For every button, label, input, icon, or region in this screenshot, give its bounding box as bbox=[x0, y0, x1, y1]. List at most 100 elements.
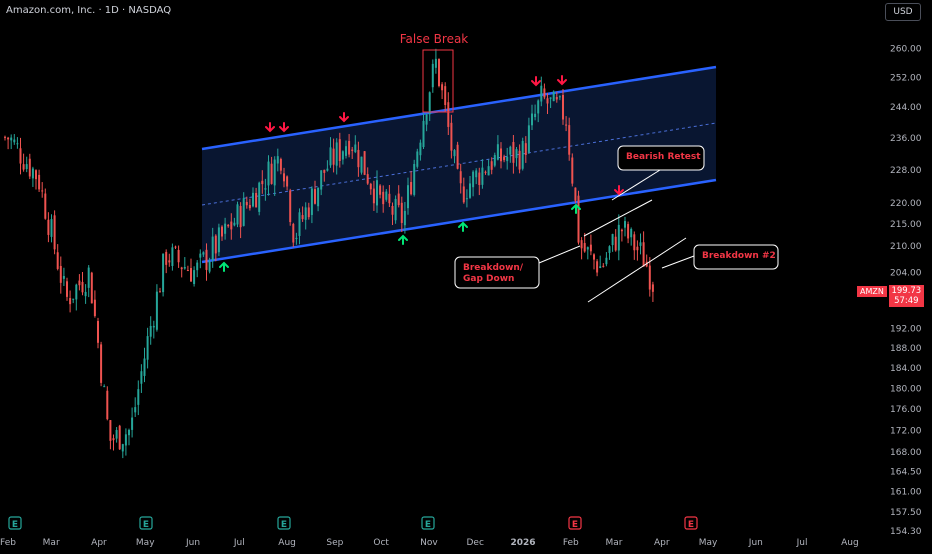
breakdown-gap-text: Breakdown/ bbox=[463, 263, 524, 273]
last-price-tag: AMZN 199.73 57:49 bbox=[857, 285, 924, 307]
candle-body bbox=[174, 246, 177, 248]
candle-body bbox=[255, 192, 258, 208]
candle-body bbox=[441, 84, 444, 91]
candle-body bbox=[366, 174, 369, 184]
candle-body bbox=[230, 221, 233, 230]
x-tick-label: Nov bbox=[420, 538, 438, 548]
candle-body bbox=[586, 247, 589, 250]
candle-body bbox=[453, 150, 456, 157]
candle-body bbox=[72, 298, 75, 300]
x-tick-label: Jun bbox=[748, 538, 763, 548]
breakdown-2-box bbox=[693, 244, 779, 270]
candle-body bbox=[580, 240, 583, 249]
candle-body bbox=[118, 425, 121, 450]
candle-body bbox=[605, 257, 608, 265]
candle-body bbox=[431, 63, 434, 88]
candle-body bbox=[540, 85, 543, 102]
x-tick-label: Apr bbox=[654, 538, 670, 548]
y-tick-label: 192.00 bbox=[890, 325, 922, 335]
x-tick-label: Mar bbox=[43, 538, 60, 548]
x-tick-label: Jul bbox=[233, 538, 245, 548]
y-tick-label: 215.00 bbox=[890, 220, 922, 230]
earnings-marker-icon bbox=[8, 516, 22, 530]
candle-body bbox=[509, 146, 512, 155]
candle-body bbox=[521, 140, 524, 169]
candle-body bbox=[379, 185, 382, 195]
earnings-marker-label: E bbox=[281, 520, 287, 530]
wedge-lower-line bbox=[587, 237, 687, 303]
last-price: 199.73 bbox=[891, 286, 922, 296]
breakdown-2-pointer bbox=[661, 255, 695, 269]
candle-body bbox=[518, 150, 521, 170]
candle-body bbox=[59, 265, 62, 283]
candle-body bbox=[62, 276, 65, 279]
candle-body bbox=[568, 125, 571, 155]
x-tick-label: Aug bbox=[278, 538, 296, 548]
candle-body bbox=[134, 407, 137, 413]
candle-body bbox=[224, 223, 227, 234]
breakdown-2-text: Breakdown #2 bbox=[702, 251, 776, 261]
candle-body bbox=[28, 158, 31, 177]
candle-body bbox=[106, 390, 109, 420]
candle-body bbox=[286, 176, 289, 187]
candle-body bbox=[205, 249, 208, 270]
candle-body bbox=[190, 268, 192, 282]
candle-body bbox=[292, 223, 295, 243]
candle-body bbox=[19, 148, 22, 164]
candle-body bbox=[403, 210, 406, 226]
false-break-box bbox=[422, 49, 454, 113]
y-tick-label: 161.00 bbox=[890, 488, 922, 498]
candle-body bbox=[549, 97, 552, 99]
x-tick-label: Jun bbox=[185, 538, 200, 548]
bearish-arrow bbox=[339, 112, 349, 123]
bearish-arrow bbox=[279, 122, 289, 133]
candle-body bbox=[10, 137, 13, 141]
y-tick-label: 220.00 bbox=[890, 199, 922, 209]
candle-body bbox=[310, 188, 313, 215]
candle-body bbox=[289, 190, 292, 223]
candle-body bbox=[428, 92, 431, 115]
candle-body bbox=[583, 243, 586, 252]
currency-button[interactable]: USD bbox=[885, 3, 921, 21]
bullish-arrow bbox=[571, 203, 581, 214]
candle-body bbox=[81, 281, 84, 293]
y-tick-label: 188.00 bbox=[890, 344, 922, 354]
candle-body bbox=[524, 143, 527, 156]
candle-body bbox=[159, 291, 161, 293]
candle-body bbox=[202, 252, 205, 255]
candle-body bbox=[546, 98, 549, 104]
channel-midline bbox=[201, 122, 717, 206]
candle-body bbox=[298, 212, 301, 236]
candle-body bbox=[487, 166, 490, 176]
candle-body bbox=[444, 86, 447, 106]
candle-body bbox=[335, 142, 338, 166]
candle-body bbox=[633, 234, 636, 251]
symbol-title: Amazon.com, Inc. · 1D · NASDAQ bbox=[6, 5, 172, 16]
y-tick-label: 228.00 bbox=[890, 166, 922, 176]
candle-body bbox=[162, 253, 165, 293]
earnings-marker-icon bbox=[139, 516, 153, 530]
candle-body bbox=[273, 159, 276, 186]
candle-body bbox=[447, 102, 450, 127]
candle-body bbox=[258, 182, 261, 212]
bearish-retest-pointer bbox=[611, 169, 661, 201]
candle-body bbox=[376, 180, 378, 206]
candle-body bbox=[462, 186, 465, 203]
candle-body bbox=[571, 157, 574, 184]
candle-body bbox=[627, 224, 630, 239]
earnings-marker-label: E bbox=[688, 520, 694, 530]
candle-body bbox=[555, 97, 558, 100]
candle-body bbox=[75, 284, 78, 300]
candle-body bbox=[472, 171, 475, 188]
candle-body bbox=[323, 169, 326, 173]
y-tick-label: 168.00 bbox=[890, 448, 922, 458]
candle-body bbox=[155, 291, 158, 330]
y-tick-label: 260.00 bbox=[890, 45, 922, 55]
candle-body bbox=[478, 172, 481, 186]
y-tick-label: 154.30 bbox=[890, 527, 922, 537]
candle-body bbox=[137, 389, 140, 405]
candle-body bbox=[484, 171, 487, 173]
bearish-retest-text: Bearish Retest bbox=[626, 152, 701, 162]
